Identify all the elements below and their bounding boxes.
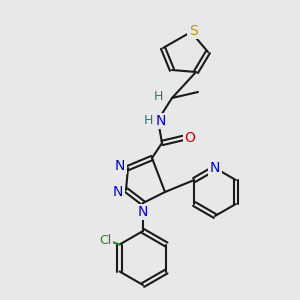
Text: Cl: Cl <box>100 234 112 247</box>
Text: S: S <box>189 24 197 38</box>
Text: O: O <box>184 131 195 145</box>
Text: N: N <box>138 205 148 219</box>
Text: N: N <box>156 114 166 128</box>
Text: N: N <box>113 185 123 199</box>
Text: N: N <box>115 159 125 173</box>
Text: N: N <box>210 161 220 175</box>
Text: H: H <box>143 115 153 128</box>
Text: H: H <box>153 89 163 103</box>
